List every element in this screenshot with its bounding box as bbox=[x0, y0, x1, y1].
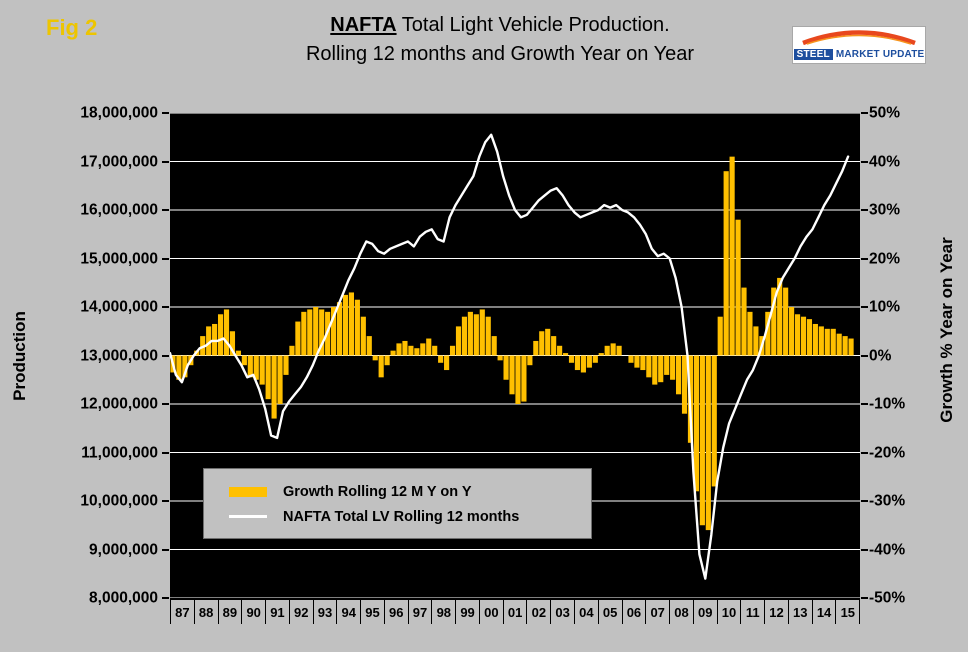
x-axis-year-label: 97 bbox=[407, 600, 432, 624]
legend: Growth Rolling 12 M Y on Y NAFTA Total L… bbox=[203, 468, 592, 539]
right-axis-tick-label: -40% bbox=[869, 540, 906, 558]
chart-canvas bbox=[170, 113, 860, 598]
axis-tick-mark bbox=[861, 451, 868, 454]
x-axis-year-label: 93 bbox=[312, 600, 337, 624]
x-axis-year-label: 02 bbox=[526, 600, 550, 624]
chart-title: NAFTA Total Light Vehicle Production. Ro… bbox=[160, 11, 840, 69]
left-axis-tick-label: 11,000,000 bbox=[81, 443, 158, 461]
x-axis-year-label: 05 bbox=[597, 600, 622, 624]
axis-tick-mark bbox=[162, 112, 169, 114]
axis-tick-mark bbox=[861, 209, 868, 211]
x-axis-year-label: 89 bbox=[217, 600, 242, 624]
x-axis-year-label: 01 bbox=[502, 600, 527, 624]
chart-subtitle: Rolling 12 months and Growth Year on Yea… bbox=[305, 43, 695, 65]
legend-item-growth: Growth Rolling 12 M Y on Y bbox=[229, 479, 591, 504]
right-axis-tick-label: 20% bbox=[869, 249, 901, 267]
axis-tick-mark bbox=[861, 548, 868, 551]
plot-area: Growth Rolling 12 M Y on Y NAFTA Total L… bbox=[170, 113, 860, 598]
axis-tick-mark bbox=[861, 597, 868, 599]
left-axis-tick-label: 12,000,000 bbox=[80, 395, 158, 413]
x-axis-year-label: 90 bbox=[241, 600, 265, 624]
x-axis-year-label: 12 bbox=[764, 600, 788, 624]
logo-word-update: UPDATE bbox=[882, 49, 925, 60]
x-axis-year-label: 94 bbox=[336, 600, 360, 624]
axis-tick-mark bbox=[162, 160, 169, 163]
axis-tick-mark bbox=[162, 354, 169, 357]
x-axis-year-label: 06 bbox=[621, 600, 646, 624]
smu-logo-swoosh-icon bbox=[802, 30, 916, 45]
legend-label-production: NAFTA Total LV Rolling 12 months bbox=[283, 508, 520, 525]
x-axis-year-label: 03 bbox=[550, 600, 574, 624]
x-axis-year-label: 11 bbox=[740, 600, 764, 624]
right-axis-tick-label: -50% bbox=[869, 589, 906, 607]
right-axis-tick-label: -30% bbox=[869, 492, 906, 510]
left-axis-tick-label: 8,000,000 bbox=[89, 589, 158, 607]
x-axis-year-label: 87 bbox=[170, 600, 194, 624]
production-line bbox=[170, 133, 850, 580]
axis-tick-mark bbox=[861, 354, 868, 357]
x-axis-year-label: 07 bbox=[645, 600, 669, 624]
x-axis-year-label: 14 bbox=[811, 600, 836, 624]
axis-tick-mark bbox=[162, 403, 169, 405]
x-axis-year-label: 99 bbox=[455, 600, 479, 624]
axis-tick-mark bbox=[861, 403, 868, 405]
figure-label: Fig 2 bbox=[46, 15, 98, 40]
left-axis-tick-label: 9,000,000 bbox=[89, 540, 158, 558]
axis-tick-mark bbox=[861, 112, 868, 114]
legend-item-production: NAFTA Total LV Rolling 12 months bbox=[229, 504, 591, 529]
right-axis-tick-label: 10% bbox=[869, 298, 901, 316]
axis-tick-mark bbox=[861, 257, 868, 260]
title-emphasis: NAFTA bbox=[330, 14, 397, 36]
left-axis-tick-label: 14,000,000 bbox=[80, 298, 158, 316]
right-axis-tick-label: -20% bbox=[869, 443, 906, 461]
x-axis-year-label: 00 bbox=[478, 600, 503, 624]
x-axis-year-label: 95 bbox=[360, 600, 384, 624]
axis-tick-mark bbox=[162, 306, 169, 308]
x-axis-year-label: 92 bbox=[288, 600, 313, 624]
right-axis-tick-label: 40% bbox=[869, 152, 901, 170]
axis-tick-mark bbox=[861, 500, 868, 502]
legend-label-growth: Growth Rolling 12 M Y on Y bbox=[283, 483, 472, 500]
right-axis-tick-label: 30% bbox=[869, 201, 901, 219]
axis-tick-mark bbox=[162, 209, 169, 211]
x-axis-year-label: 88 bbox=[193, 600, 218, 624]
legend-bar-swatch bbox=[229, 486, 267, 497]
right-axis-tick-label: 0% bbox=[869, 346, 892, 364]
x-axis-year-label: 13 bbox=[787, 600, 812, 624]
left-axis-tick-label: 13,000,000 bbox=[80, 346, 158, 364]
x-axis-year-label: 10 bbox=[716, 600, 741, 624]
left-axis-tick-label: 10,000,000 bbox=[80, 492, 158, 510]
axis-tick-mark bbox=[861, 160, 868, 163]
smu-logo: STEEL MARKET UPDATE bbox=[792, 26, 926, 64]
x-axis-year-label: 96 bbox=[383, 600, 408, 624]
left-axis-tick-label: 16,000,000 bbox=[80, 201, 158, 219]
axis-tick-mark bbox=[162, 500, 169, 502]
x-axis-year-label: 91 bbox=[265, 600, 289, 624]
logo-word-steel: STEEL bbox=[793, 49, 833, 60]
chart-title-line1: NAFTA Total Light Vehicle Production. bbox=[160, 11, 840, 40]
left-axis-title: Production bbox=[10, 311, 29, 401]
axis-tick-mark bbox=[162, 451, 169, 454]
logo-word-market: MARKET bbox=[835, 49, 880, 60]
legend-line-swatch bbox=[229, 515, 267, 518]
left-axis-tick-label: 17,000,000 bbox=[80, 152, 158, 170]
right-axis-tick-label: 50% bbox=[869, 104, 901, 122]
axis-tick-mark bbox=[162, 257, 169, 260]
x-axis-year-label: 15 bbox=[835, 600, 861, 624]
x-axis-labels: 87 88 89 90 91 92 93 94 95 96 97 98 99 00 01 02 03 04 05 06… bbox=[170, 598, 861, 624]
axis-tick-mark bbox=[162, 597, 169, 599]
axis-tick-mark bbox=[861, 306, 868, 308]
x-axis-year-label: 09 bbox=[692, 600, 717, 624]
axis-tick-mark bbox=[162, 548, 169, 551]
x-axis-year-label: 08 bbox=[669, 600, 693, 624]
left-axis-tick-label: 18,000,000 bbox=[80, 104, 158, 122]
x-axis-year-label: 98 bbox=[431, 600, 455, 624]
smu-logo-text: STEEL MARKET UPDATE bbox=[793, 49, 925, 60]
x-axis-year-label: 04 bbox=[574, 600, 598, 624]
left-axis-tick-label: 15,000,000 bbox=[80, 249, 158, 267]
title-line1-rest: Total Light Vehicle Production. bbox=[396, 14, 670, 36]
right-axis-tick-label: -10% bbox=[869, 395, 906, 413]
